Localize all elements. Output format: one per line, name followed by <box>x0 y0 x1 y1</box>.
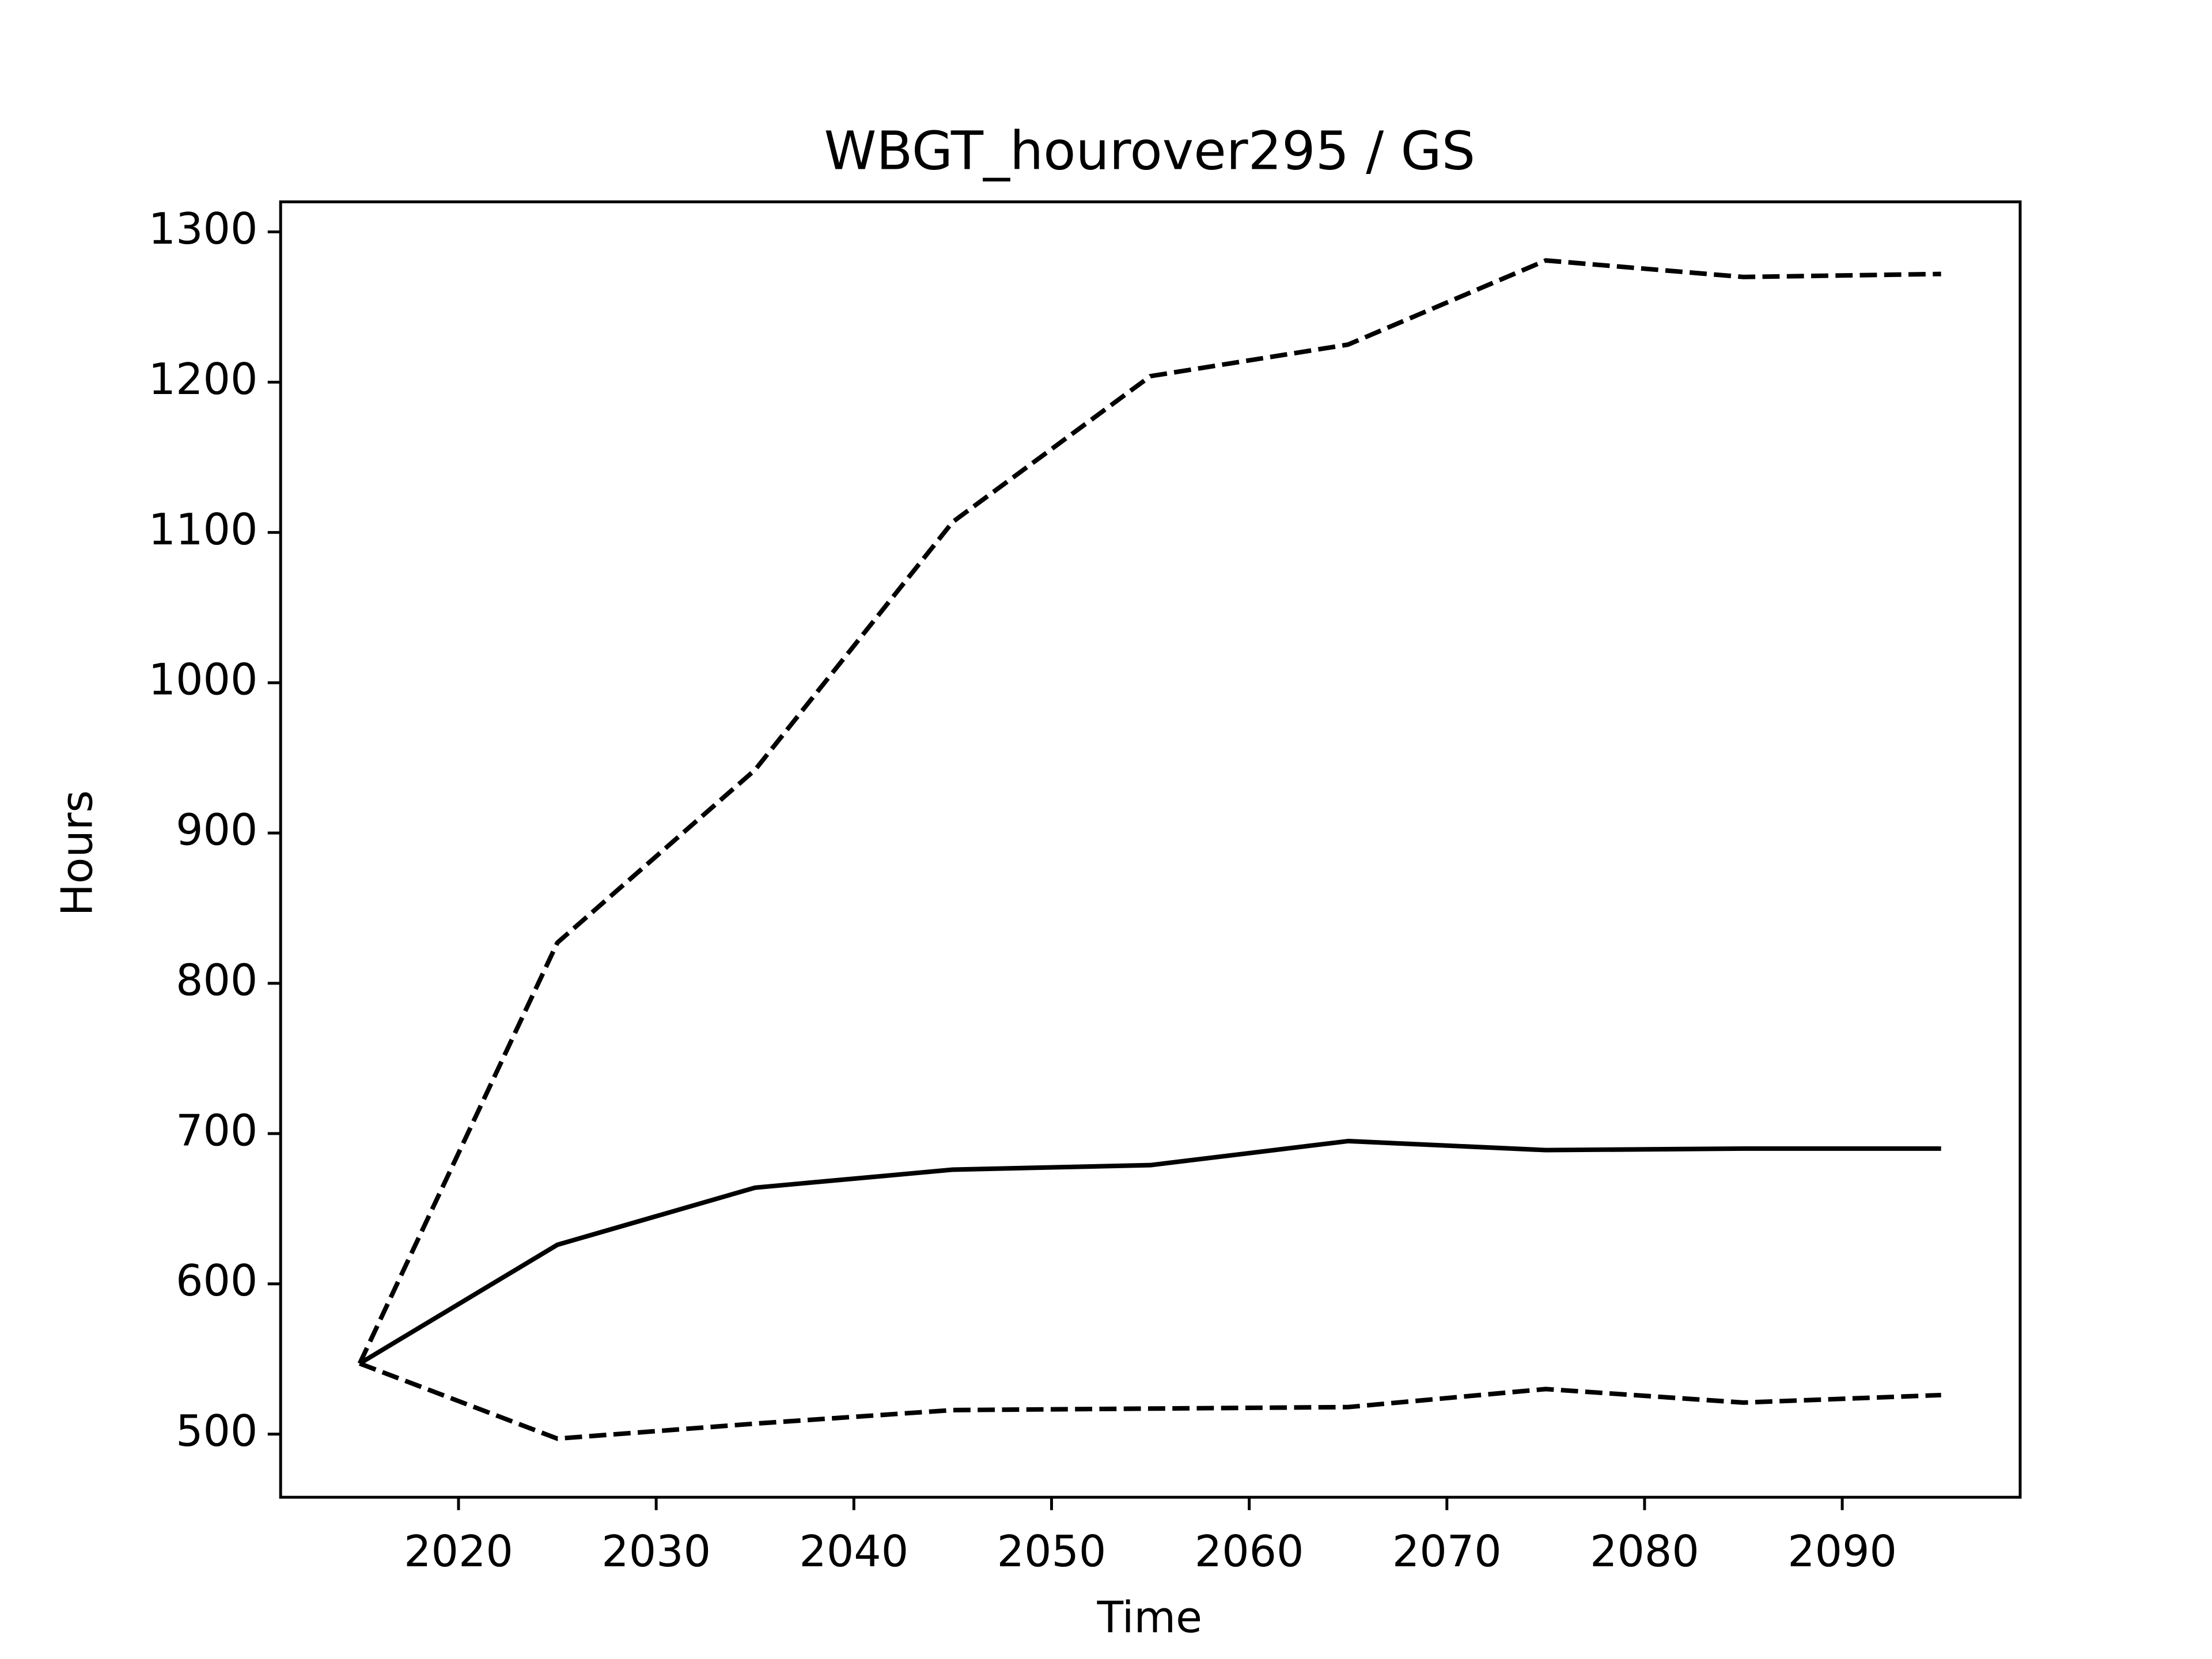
y-tick-label: 1000 <box>149 655 258 705</box>
x-tick-label: 2020 <box>404 1527 513 1577</box>
x-tick-label: 2050 <box>997 1527 1107 1577</box>
y-axis-label: Hours <box>52 790 103 916</box>
series-line <box>358 1361 1941 1441</box>
y-tick-label: 1300 <box>149 204 258 254</box>
x-tick-label: 2040 <box>799 1527 908 1577</box>
series-line <box>357 258 1941 1365</box>
series-line <box>358 1138 1941 1366</box>
y-tick-label: 700 <box>176 1105 257 1156</box>
y-tick-label: 1100 <box>149 505 258 555</box>
x-tick-label: 2080 <box>1590 1527 1699 1577</box>
y-tick-label: 600 <box>176 1256 257 1306</box>
plot-frame <box>279 200 2022 1499</box>
x-tick-label: 2030 <box>601 1527 711 1577</box>
x-tick-label: 2090 <box>1787 1527 1897 1577</box>
y-tick-label: 900 <box>176 805 257 855</box>
x-tick-label: 2070 <box>1392 1527 1502 1577</box>
y-tick-label: 1200 <box>149 354 258 404</box>
x-axis-label: Time <box>1097 1592 1202 1642</box>
y-tick-label: 800 <box>176 955 257 1005</box>
y-tick-label: 500 <box>176 1406 257 1456</box>
x-tick-label: 2060 <box>1195 1527 1304 1577</box>
chart-title: WBGT_hourover295 / GS <box>824 120 1475 182</box>
